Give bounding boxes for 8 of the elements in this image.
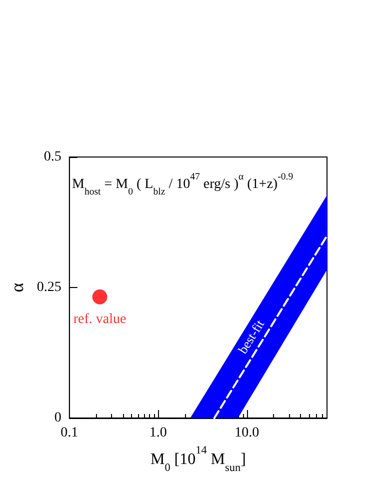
y-tick-label: 0.25	[36, 280, 62, 295]
y-tick-label: 0.5	[44, 150, 62, 164]
y-axis-title: α	[7, 282, 27, 292]
x-tick-label: 10.0	[234, 426, 260, 440]
series-label: ref. value	[73, 312, 126, 327]
y-tick-label: 0	[54, 410, 62, 426]
x-tick-label: 0.1	[60, 426, 78, 440]
x-tick-label: 1.0	[149, 426, 167, 440]
